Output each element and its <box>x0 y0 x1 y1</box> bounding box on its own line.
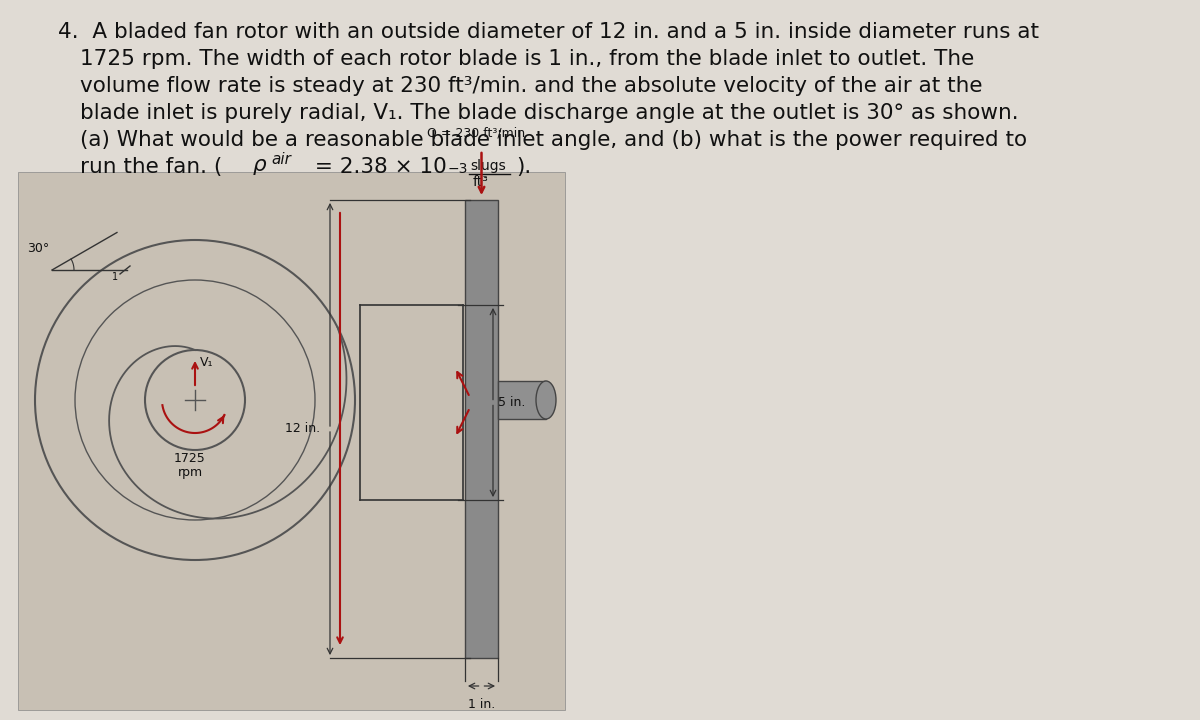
Text: slugs: slugs <box>470 159 505 173</box>
Text: = 2.38 × 10: = 2.38 × 10 <box>308 157 446 177</box>
Text: V₁: V₁ <box>200 356 214 369</box>
Bar <box>498 381 546 419</box>
Text: rpm: rpm <box>178 466 203 479</box>
Text: Q = 230 ft³/min: Q = 230 ft³/min <box>427 127 526 140</box>
Text: 1 in.: 1 in. <box>468 698 496 711</box>
Text: run the fan. (: run the fan. ( <box>80 157 222 177</box>
Text: −3: −3 <box>448 162 468 176</box>
Text: 4.  A bladed fan rotor with an outside diameter of 12 in. and a 5 in. inside dia: 4. A bladed fan rotor with an outside di… <box>58 22 1039 42</box>
Text: $\rho$: $\rho$ <box>252 157 268 177</box>
Text: volume flow rate is steady at 230 ft³/min. and the absolute velocity of the air : volume flow rate is steady at 230 ft³/mi… <box>80 76 983 96</box>
Text: 12 in.: 12 in. <box>284 423 320 436</box>
Text: ft³: ft³ <box>473 175 488 189</box>
Text: ).: ). <box>516 157 532 177</box>
Text: 1725: 1725 <box>174 452 206 465</box>
Text: 30°: 30° <box>28 242 49 255</box>
Bar <box>18 172 565 710</box>
Text: 1: 1 <box>112 272 118 282</box>
Text: air: air <box>271 152 290 167</box>
Text: 1725 rpm. The width of each rotor blade is 1 in., from the blade inlet to outlet: 1725 rpm. The width of each rotor blade … <box>80 49 974 69</box>
Text: (a) What would be a reasonable blade inlet angle, and (b) what is the power requ: (a) What would be a reasonable blade inl… <box>80 130 1027 150</box>
Text: 5 in.: 5 in. <box>498 396 526 409</box>
Text: blade inlet is purely radial, V₁. The blade discharge angle at the outlet is 30°: blade inlet is purely radial, V₁. The bl… <box>80 103 1019 123</box>
Ellipse shape <box>536 381 556 419</box>
Bar <box>466 200 498 658</box>
